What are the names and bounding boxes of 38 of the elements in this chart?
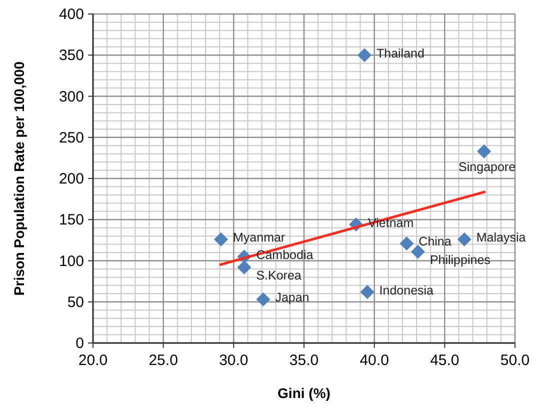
point <box>237 260 252 274</box>
annotation: Myanmar <box>233 230 286 245</box>
annotation: Cambodia <box>256 248 314 262</box>
point <box>410 244 425 259</box>
y-tick-label: 150 <box>58 212 84 229</box>
y-tick-label: 300 <box>58 88 84 106</box>
annotation: Thailand <box>376 46 424 60</box>
annotation: Vietnam <box>368 216 414 230</box>
y-tick-label: 400 <box>58 6 84 23</box>
x-tick-label: 25.0 <box>148 352 178 369</box>
point <box>360 285 374 300</box>
x-tick-label: 45.0 <box>430 352 460 369</box>
y-tick-label: 50 <box>67 294 84 311</box>
annotation: Singapore <box>458 160 516 174</box>
y-tick-label: 250 <box>58 129 84 146</box>
point <box>357 48 372 62</box>
x-tick-label: 30.0 <box>219 352 248 369</box>
y-tick-label: 350 <box>58 47 84 64</box>
point <box>477 144 492 158</box>
x-tick-label: 35.0 <box>289 352 319 369</box>
y-tick-label: 0 <box>76 335 84 352</box>
annotation: Indonesia <box>379 283 434 298</box>
x-axis-title: Gini (%) <box>278 385 330 401</box>
x-tick-label: 50.0 <box>500 352 530 369</box>
annotation: Japan <box>275 290 310 305</box>
x-tick-label: 20.0 <box>78 352 108 369</box>
x-tick-label: 40.0 <box>360 352 389 369</box>
point <box>256 292 270 306</box>
annotation: China <box>418 234 452 249</box>
annotation: S.Korea <box>256 268 302 283</box>
point <box>214 232 228 246</box>
point <box>400 236 414 250</box>
y-axis-title: Prison Population Rate per 100,000 <box>11 61 27 296</box>
annotation: Malaysia <box>476 230 526 245</box>
annotation: Philippines <box>430 252 490 267</box>
y-tick-label: 200 <box>58 170 84 188</box>
point <box>457 232 472 246</box>
y-tick-label: 100 <box>58 252 84 270</box>
